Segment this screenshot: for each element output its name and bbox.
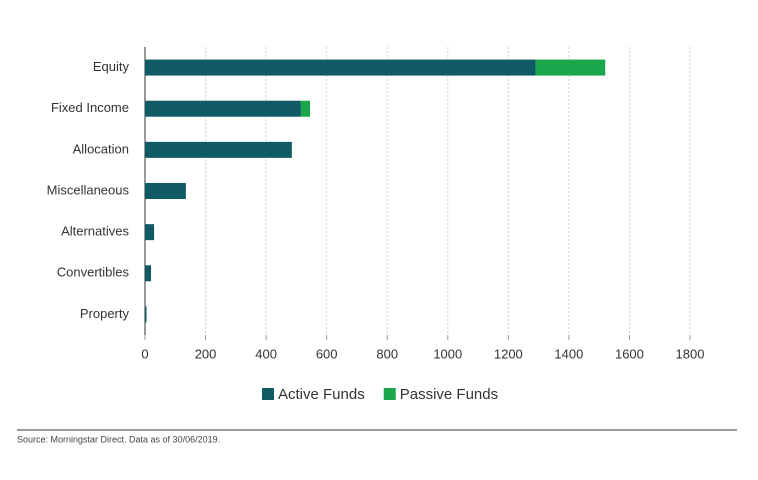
x-tick-label: 1000 [433,346,462,361]
y-tick-label: Property [80,306,130,321]
x-tick-label: 400 [255,346,277,361]
y-tick-label: Miscellaneous [47,182,130,197]
bar-segment [145,141,292,158]
legend-label: Passive Funds [400,386,498,403]
bar-segment [145,306,147,323]
y-tick-label: Allocation [73,141,129,156]
bar-segment [535,59,606,76]
x-tick-label: 600 [316,346,338,361]
x-tick-label: 1600 [615,346,644,361]
y-tick-label: Alternatives [61,224,129,239]
y-tick-label: Equity [93,59,130,74]
y-tick-label: Convertibles [57,265,130,280]
legend-swatch [262,388,274,400]
x-tick-label: 1200 [494,346,523,361]
x-tick-label: 0 [141,346,148,361]
bar-segment [145,224,155,241]
bar-segment [300,100,311,117]
x-tick-label: 200 [195,346,217,361]
bar-segment [145,59,536,76]
source-note: Source: Morningstar Direct. Data as of 3… [17,434,220,444]
x-tick-label: 1800 [676,346,705,361]
legend-label: Active Funds [278,386,365,403]
y-tick-label: Fixed Income [51,100,129,115]
x-tick-label: 1400 [554,346,583,361]
bar-segment [145,265,152,282]
bar-segment [145,100,301,117]
legend-swatch [383,388,396,400]
bar-segment [145,183,186,199]
x-tick-label: 800 [376,346,398,361]
